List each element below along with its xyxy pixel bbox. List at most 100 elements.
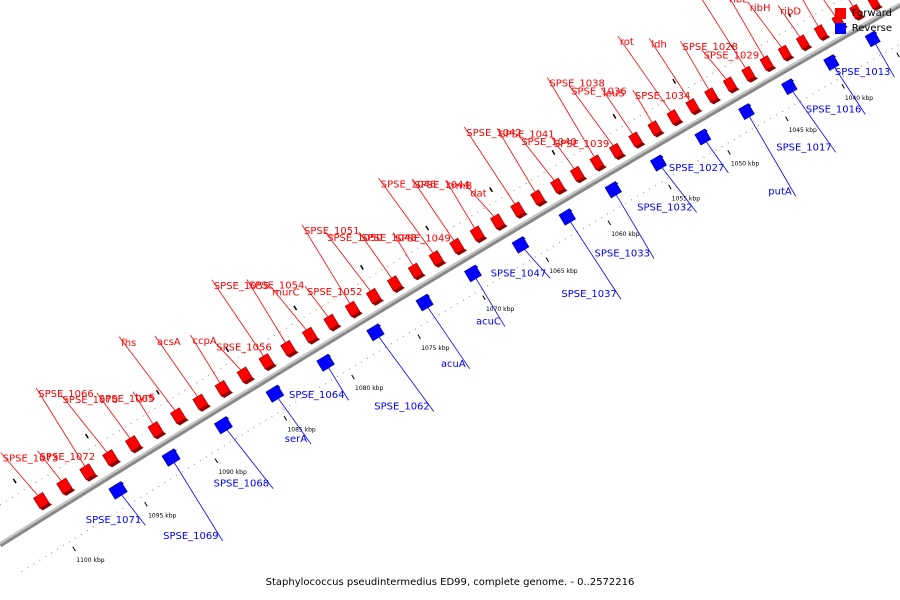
gene-arrow[interactable] xyxy=(214,380,231,397)
gene-label[interactable]: SPSE_1069 xyxy=(163,531,219,542)
gene-label[interactable]: SPSE_1042 xyxy=(466,128,522,139)
gene-arrow[interactable] xyxy=(33,492,50,509)
gene-arrow[interactable] xyxy=(147,421,164,438)
gene-arrow[interactable] xyxy=(407,262,424,279)
gene-arrow[interactable] xyxy=(604,181,622,199)
gene-label[interactable]: murC xyxy=(272,287,299,298)
gene-label[interactable]: SPSE_1065 xyxy=(99,394,155,405)
gene-arrow[interactable] xyxy=(316,353,335,372)
gene-label[interactable]: SPSE_1052 xyxy=(307,287,363,298)
gene-label[interactable]: fhs xyxy=(121,338,136,349)
gene-label[interactable]: SPSE_1049 xyxy=(395,234,451,245)
gene-arrow[interactable] xyxy=(161,448,181,467)
gene-label[interactable]: SPSE_1032 xyxy=(637,202,693,213)
gene-label[interactable]: rot xyxy=(620,37,634,48)
gene-label[interactable]: leuS xyxy=(603,89,625,100)
gene-arrow[interactable] xyxy=(464,264,482,283)
gene-arrow[interactable] xyxy=(781,78,798,96)
gene-arrow[interactable] xyxy=(415,293,434,312)
gene-label[interactable]: ribA xyxy=(698,0,718,2)
gene-label[interactable]: acuC xyxy=(476,317,501,328)
gene-label[interactable]: SPSE_1041 xyxy=(499,129,555,140)
gene-label[interactable]: SPSE_1028 xyxy=(683,42,739,53)
gene-arrow[interactable] xyxy=(759,55,774,71)
gene-label[interactable]: ribD xyxy=(780,6,801,17)
gene-label[interactable]: SPSE_1051 xyxy=(304,226,360,237)
gene-label[interactable]: SPSE_1044 xyxy=(414,180,470,191)
gene-arrow[interactable] xyxy=(738,103,755,120)
gene-arrow[interactable] xyxy=(366,323,385,342)
gene-label[interactable]: SPSE_1066 xyxy=(38,389,94,400)
gene-arrow[interactable] xyxy=(108,481,128,500)
gene-label[interactable]: ccpA xyxy=(193,336,217,347)
gene-label[interactable]: SPSE_1062 xyxy=(374,402,430,413)
gene-arrow[interactable] xyxy=(344,300,361,317)
gene-arrow[interactable] xyxy=(823,54,840,71)
gene-label[interactable]: SPSE_1039 xyxy=(554,139,610,150)
gene-arrow[interactable] xyxy=(365,287,382,305)
gene-label[interactable]: SPSE_1048 xyxy=(361,233,417,244)
gene-label[interactable]: SPSE_1027 xyxy=(669,163,725,174)
gene-arrow[interactable] xyxy=(510,201,526,218)
gene-label[interactable]: SPSE_1073 xyxy=(3,454,59,465)
gene-arrow[interactable] xyxy=(236,366,253,383)
gene-arrow[interactable] xyxy=(813,24,828,40)
gene-label[interactable]: acsA xyxy=(157,337,181,348)
gene-arrow[interactable] xyxy=(647,120,662,136)
gene-arrow[interactable] xyxy=(79,463,96,481)
gene-arrow[interactable] xyxy=(511,236,530,254)
gene-arrow[interactable] xyxy=(124,435,142,452)
gene-label[interactable]: SPSE_1034 xyxy=(635,91,691,102)
gene-label[interactable]: SPSE_1047 xyxy=(491,268,547,279)
gene-arrow[interactable] xyxy=(569,165,585,182)
gene-arrow[interactable] xyxy=(795,34,810,50)
gene-arrow[interactable] xyxy=(301,326,318,344)
gene-label[interactable]: ribH xyxy=(750,3,771,14)
gene-arrow[interactable] xyxy=(323,313,339,330)
gene-arrow[interactable] xyxy=(666,109,681,125)
gene-label[interactable]: SPSE_1064 xyxy=(289,390,345,401)
gene-arrow[interactable] xyxy=(449,237,465,254)
gene-label[interactable]: SPSE_1046 xyxy=(381,179,437,190)
gene-label[interactable]: putA xyxy=(768,186,792,197)
gene-label[interactable]: SPSE_1070 xyxy=(63,395,119,406)
gene-label[interactable]: SPSE_1016 xyxy=(806,104,862,115)
gene-label[interactable]: ldh xyxy=(651,40,666,51)
gene-label[interactable]: trmB xyxy=(448,181,473,192)
gene-arrow[interactable] xyxy=(258,353,275,370)
gene-label[interactable]: dat xyxy=(470,189,486,200)
gene-arrow[interactable] xyxy=(589,154,605,171)
gene-arrow[interactable] xyxy=(265,384,285,403)
gene-arrow[interactable] xyxy=(469,225,485,242)
gene-arrow[interactable] xyxy=(628,131,643,148)
gene-arrow[interactable] xyxy=(102,449,119,466)
gene-label[interactable]: acuA xyxy=(441,359,466,370)
gene-arrow[interactable] xyxy=(694,128,712,146)
gene-label[interactable]: SPSE_1038 xyxy=(549,79,605,90)
gene-arrow[interactable] xyxy=(722,76,738,92)
gene-label[interactable]: SPSE_1055 xyxy=(214,281,270,292)
gene-arrow[interactable] xyxy=(867,0,881,10)
gene-label[interactable]: SPSE_1036 xyxy=(571,87,627,98)
gene-arrow[interactable] xyxy=(558,208,577,226)
gene-arrow[interactable] xyxy=(685,98,700,114)
gene-label[interactable]: SPSE_1040 xyxy=(521,137,577,148)
gene-label[interactable]: SPSE_1068 xyxy=(214,479,270,490)
gene-arrow[interactable] xyxy=(56,477,73,495)
gene-label[interactable]: SPSE_1029 xyxy=(704,51,760,62)
gene-label[interactable]: SPSE_1017 xyxy=(776,142,832,153)
gene-arrow[interactable] xyxy=(280,339,296,357)
gene-label[interactable]: serA xyxy=(285,434,307,445)
gene-arrow[interactable] xyxy=(489,213,506,230)
gene-label[interactable]: SPSE_1037 xyxy=(561,289,617,300)
gene-label[interactable]: SPSE_1071 xyxy=(86,515,142,526)
gene-label[interactable]: tyrS xyxy=(135,393,155,404)
gene-arrow[interactable] xyxy=(741,65,756,82)
gene-arrow[interactable] xyxy=(550,177,565,194)
gene-arrow[interactable] xyxy=(864,30,881,48)
gene-arrow[interactable] xyxy=(530,189,546,206)
gene-arrow[interactable] xyxy=(386,275,403,292)
gene-arrow[interactable] xyxy=(608,142,624,159)
gene-arrow[interactable] xyxy=(649,154,667,172)
gene-label[interactable]: SPSE_1050 xyxy=(327,233,383,244)
